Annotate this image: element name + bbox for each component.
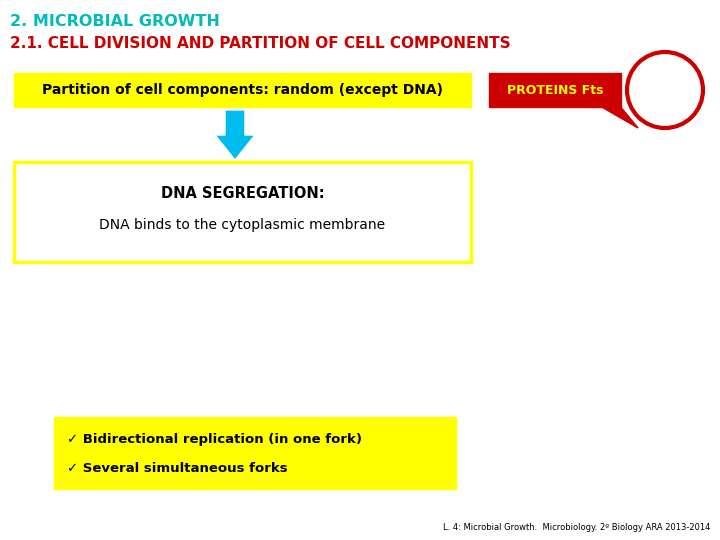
Text: ✓ Bidirectional replication (in one fork): ✓ Bidirectional replication (in one fork… — [67, 434, 362, 447]
FancyBboxPatch shape — [14, 162, 471, 262]
FancyBboxPatch shape — [54, 417, 456, 489]
Text: ✓ Several simultaneous forks: ✓ Several simultaneous forks — [67, 462, 287, 475]
Text: 2.1. CELL DIVISION AND PARTITION OF CELL COMPONENTS: 2.1. CELL DIVISION AND PARTITION OF CELL… — [10, 36, 510, 51]
Text: Partition of cell components: random (except DNA): Partition of cell components: random (ex… — [42, 83, 443, 97]
Text: PROTEINS Fts: PROTEINS Fts — [507, 84, 603, 97]
FancyBboxPatch shape — [14, 73, 471, 107]
Polygon shape — [600, 106, 638, 128]
Text: L. 4: Microbial Growth.  Microbiology. 2º Biology ARA 2013-2014: L. 4: Microbial Growth. Microbiology. 2º… — [443, 523, 710, 532]
Text: 2. MICROBIAL GROWTH: 2. MICROBIAL GROWTH — [10, 14, 220, 29]
Polygon shape — [215, 110, 255, 160]
Text: DNA SEGREGATION:: DNA SEGREGATION: — [161, 186, 324, 200]
FancyBboxPatch shape — [489, 73, 621, 107]
Text: DNA binds to the cytoplasmic membrane: DNA binds to the cytoplasmic membrane — [99, 218, 386, 232]
